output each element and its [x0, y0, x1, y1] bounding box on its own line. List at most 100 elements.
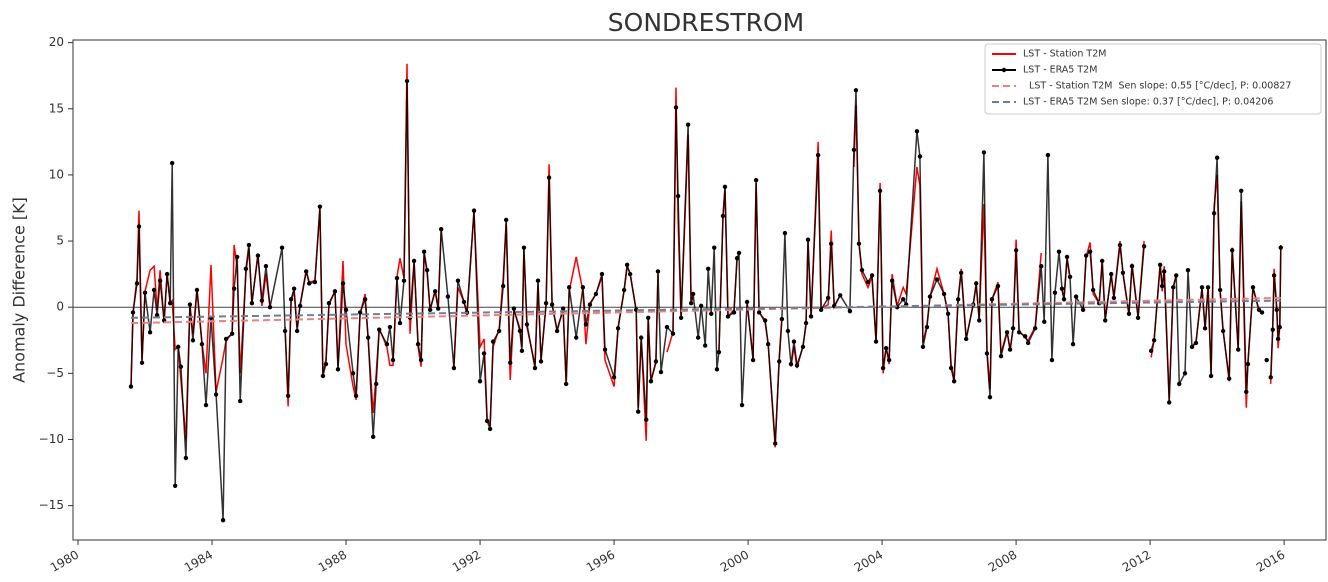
marker: [563, 381, 569, 387]
marker: [139, 360, 145, 365]
marker: [1208, 373, 1214, 379]
marker: [639, 335, 644, 340]
marker: [869, 273, 875, 278]
marker: [142, 290, 148, 295]
marker: [461, 299, 467, 305]
marker: [917, 154, 923, 159]
marker: [167, 301, 173, 306]
marker: [500, 283, 506, 289]
marker: [621, 287, 627, 293]
marker: [451, 365, 457, 371]
marker: [1010, 326, 1016, 331]
marker: [1202, 326, 1208, 331]
marker: [698, 303, 704, 309]
marker: [445, 294, 451, 299]
marker: [736, 250, 742, 256]
marker: [190, 338, 196, 343]
marker: [317, 204, 323, 209]
marker: [1004, 330, 1010, 335]
marker: [297, 303, 303, 309]
marker: [779, 316, 785, 322]
marker: [1174, 273, 1179, 278]
marker: [635, 409, 641, 414]
x-tick-label: 2008: [986, 548, 1019, 575]
marker: [164, 271, 170, 277]
marker: [487, 426, 493, 432]
marker: [1039, 263, 1044, 269]
marker: [1193, 340, 1199, 346]
marker: [387, 324, 393, 330]
marker: [865, 279, 871, 285]
marker: [187, 302, 193, 307]
marker: [353, 393, 359, 399]
marker: [1007, 347, 1013, 352]
marker: [1025, 340, 1031, 346]
marker: [989, 297, 995, 302]
marker: [566, 285, 572, 290]
marker: [1032, 326, 1038, 331]
marker: [151, 287, 157, 293]
marker: [508, 360, 513, 365]
trend-line: [130, 296, 1281, 325]
marker: [1220, 328, 1226, 334]
marker: [800, 344, 806, 350]
marker: [1211, 211, 1217, 216]
marker: [877, 188, 883, 193]
marker: [326, 301, 332, 306]
marker: [1148, 348, 1154, 354]
marker: [560, 306, 566, 311]
y-tick-label: −10: [39, 432, 64, 446]
x-tick-label: 1996: [584, 548, 617, 575]
x-tick-label: 1992: [450, 548, 483, 575]
marker: [1217, 287, 1223, 293]
marker: [847, 308, 853, 314]
marker: [709, 311, 714, 317]
x-tick-label: 1980: [48, 548, 81, 575]
marker: [706, 266, 711, 272]
marker: [948, 365, 954, 371]
marker: [484, 418, 490, 424]
marker: [546, 175, 552, 180]
marker: [785, 328, 791, 334]
marker: [1064, 254, 1070, 260]
marker: [362, 297, 368, 302]
marker: [963, 336, 969, 342]
marker: [1205, 285, 1211, 290]
x-tick-label: 2016: [1254, 548, 1287, 575]
marker: [223, 336, 229, 342]
marker: [231, 286, 237, 291]
marker: [808, 314, 814, 319]
marker: [977, 318, 982, 323]
marker: [646, 315, 651, 320]
marker: [285, 393, 291, 399]
marker: [203, 402, 209, 408]
marker: [1109, 271, 1114, 277]
marker: [1177, 381, 1182, 387]
marker: [1226, 376, 1232, 381]
marker: [1083, 253, 1089, 258]
marker: [777, 359, 782, 364]
marker: [873, 339, 879, 344]
marker: [974, 281, 979, 286]
marker: [154, 312, 160, 318]
marker: [914, 129, 920, 134]
marker: [1022, 334, 1028, 339]
plot-frame: [72, 39, 1327, 541]
x-tick-label: 2000: [718, 548, 751, 575]
marker: [653, 359, 659, 364]
marker: [688, 301, 694, 306]
legend-label: LST - Station T2M: [1023, 49, 1106, 60]
marker: [455, 278, 461, 283]
marker: [1056, 249, 1062, 254]
marker: [1061, 297, 1067, 302]
marker: [1049, 357, 1055, 363]
marker: [404, 78, 410, 84]
marker: [1135, 315, 1141, 320]
marker: [720, 213, 726, 219]
marker: [981, 150, 987, 155]
marker: [490, 339, 496, 344]
marker: [670, 331, 676, 336]
marker: [303, 269, 309, 274]
marker: [1171, 285, 1176, 290]
marker: [1013, 248, 1019, 253]
